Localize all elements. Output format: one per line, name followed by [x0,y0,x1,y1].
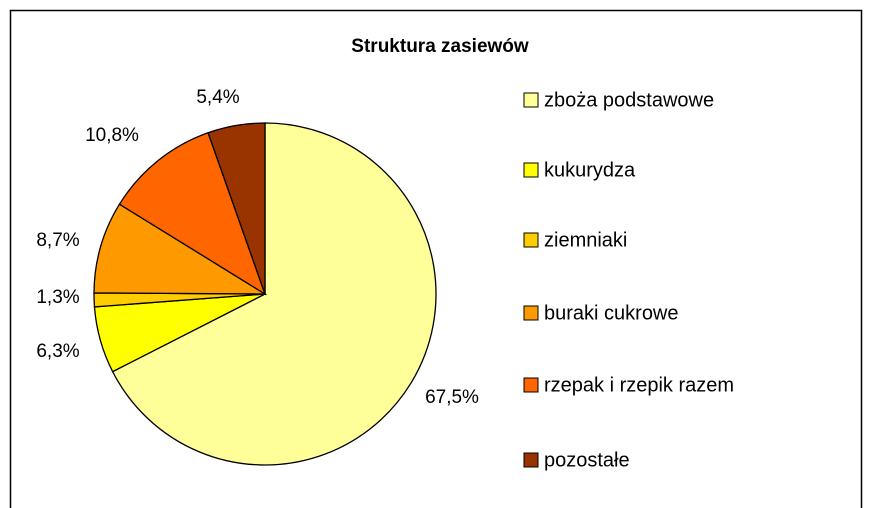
legend-swatch [523,92,539,108]
pie-slice [111,122,437,466]
chart-title: Struktura zasiewów [351,36,529,57]
pie-slice [118,131,267,296]
legend-swatch [523,162,539,178]
pie-slice [207,122,266,295]
legend-label: rzepak i rzepik razem [544,374,734,396]
data-label: 10,8% [85,125,139,146]
legend-swatch [523,305,539,321]
legend-swatch [523,452,539,468]
pie-slice [93,203,268,295]
legend-swatch [523,232,539,248]
legend-label: buraki cukrowe [544,302,679,324]
legend-label: ziemniaki [544,229,627,251]
legend-swatch [523,377,539,393]
data-label: 8,7% [36,230,79,251]
data-label: 1,3% [36,287,79,308]
data-label: 5,4% [196,87,239,108]
data-label: 67,5% [425,387,479,408]
legend-label: kukurydza [544,159,636,181]
legend-label: pozostałe [544,449,630,471]
legend-label: zboża podstawowe [544,89,714,111]
data-label: 6,3% [36,341,79,362]
